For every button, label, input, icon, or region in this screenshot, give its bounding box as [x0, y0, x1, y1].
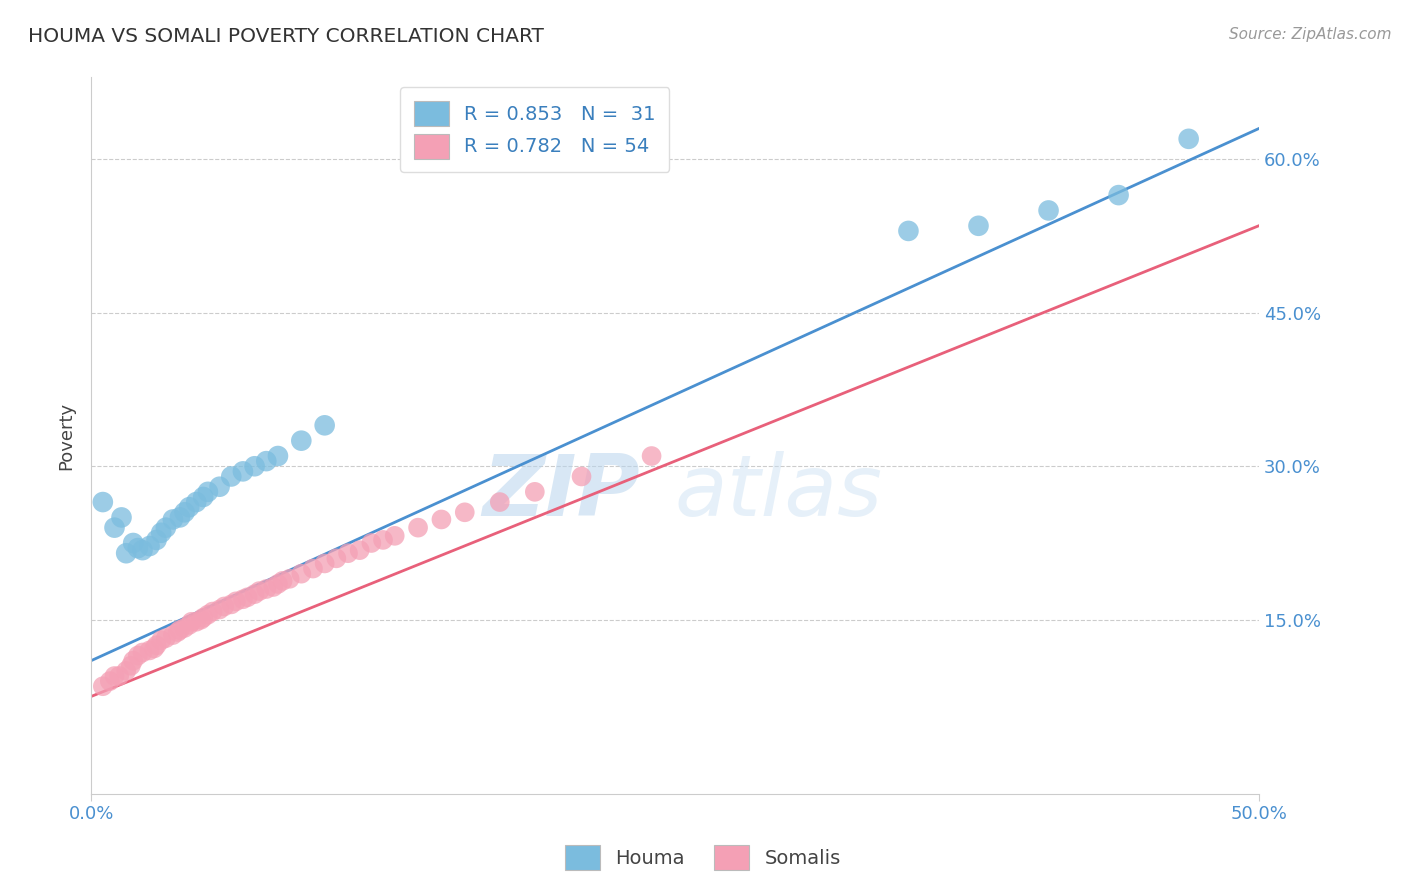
Point: [180, 615, 202, 629]
Point: [384, 529, 406, 543]
Point: [120, 658, 142, 673]
Point: [193, 610, 215, 624]
Point: [166, 625, 188, 640]
Point: [360, 536, 382, 550]
Point: [155, 631, 177, 645]
Point: [225, 594, 247, 608]
Point: [430, 512, 453, 526]
Point: [173, 621, 195, 635]
Point: [155, 521, 177, 535]
Text: HOUMA VS SOMALI POVERTY CORRELATION CHART: HOUMA VS SOMALI POVERTY CORRELATION CHAR…: [28, 27, 544, 45]
Point: [236, 591, 259, 605]
Point: [122, 536, 145, 550]
Point: [179, 500, 201, 515]
Point: [640, 449, 662, 463]
Point: [314, 557, 336, 571]
Point: [349, 543, 371, 558]
Point: [219, 598, 242, 612]
Point: [232, 464, 254, 478]
Point: [186, 495, 208, 509]
Point: [232, 592, 254, 607]
Point: [337, 546, 360, 560]
Point: [115, 546, 138, 560]
Point: [1108, 188, 1130, 202]
Y-axis label: Poverty: Poverty: [58, 401, 75, 469]
Point: [108, 669, 131, 683]
Point: [162, 628, 184, 642]
Point: [523, 484, 546, 499]
Point: [143, 641, 166, 656]
Point: [179, 618, 201, 632]
Point: [173, 505, 195, 519]
Point: [169, 510, 191, 524]
Point: [371, 533, 394, 547]
Text: Source: ZipAtlas.com: Source: ZipAtlas.com: [1229, 27, 1392, 42]
Point: [138, 539, 160, 553]
Point: [302, 561, 325, 575]
Point: [208, 602, 231, 616]
Point: [127, 541, 149, 555]
Point: [103, 521, 125, 535]
Text: ZIP: ZIP: [482, 451, 640, 534]
Point: [262, 580, 284, 594]
Point: [208, 480, 231, 494]
Point: [267, 449, 290, 463]
Point: [98, 674, 121, 689]
Point: [290, 434, 312, 448]
Point: [219, 469, 242, 483]
Point: [897, 224, 920, 238]
Point: [131, 543, 153, 558]
Point: [169, 623, 191, 637]
Point: [91, 679, 114, 693]
Point: [488, 495, 510, 509]
Point: [267, 577, 290, 591]
Point: [254, 582, 277, 596]
Point: [247, 584, 270, 599]
Point: [115, 664, 138, 678]
Point: [150, 525, 173, 540]
Point: [243, 587, 266, 601]
Point: [110, 510, 132, 524]
Point: [212, 599, 235, 614]
Point: [1038, 203, 1060, 218]
Point: [122, 654, 145, 668]
Point: [91, 495, 114, 509]
Text: atlas: atlas: [675, 451, 883, 534]
Point: [190, 613, 212, 627]
Point: [254, 454, 277, 468]
Point: [138, 643, 160, 657]
Point: [314, 418, 336, 433]
Point: [127, 648, 149, 663]
Point: [243, 459, 266, 474]
Point: [1177, 132, 1199, 146]
Point: [278, 572, 301, 586]
Point: [162, 512, 184, 526]
Point: [271, 574, 294, 588]
Point: [290, 566, 312, 581]
Point: [193, 490, 215, 504]
Point: [197, 484, 219, 499]
Point: [150, 633, 173, 648]
Point: [145, 638, 167, 652]
Point: [325, 551, 347, 566]
Point: [103, 669, 125, 683]
Point: [201, 605, 224, 619]
Point: [197, 607, 219, 622]
Legend: R = 0.853   N =  31, R = 0.782   N = 54: R = 0.853 N = 31, R = 0.782 N = 54: [401, 87, 669, 172]
Point: [967, 219, 990, 233]
Point: [454, 505, 477, 519]
Point: [406, 521, 429, 535]
Point: [131, 645, 153, 659]
Point: [186, 615, 208, 629]
Legend: Houma, Somalis: Houma, Somalis: [557, 838, 849, 878]
Point: [571, 469, 593, 483]
Point: [145, 533, 167, 547]
